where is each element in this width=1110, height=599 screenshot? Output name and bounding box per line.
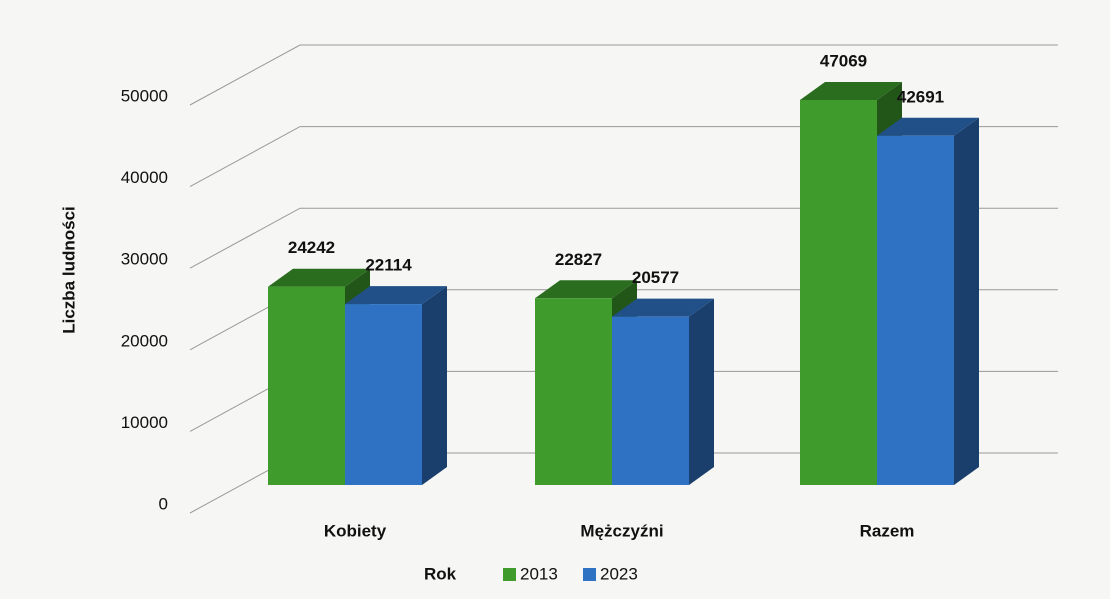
- x-tick-label: Kobiety: [324, 521, 387, 540]
- y-tick-label: 40000: [121, 168, 168, 187]
- bar: [877, 117, 979, 486]
- y-tick-label: 30000: [121, 250, 168, 269]
- bar-face: [345, 286, 447, 305]
- bar-face: [877, 117, 979, 136]
- legend-swatch: [583, 568, 596, 581]
- x-tick-label: Razem: [860, 521, 915, 540]
- legend-swatch: [503, 568, 516, 581]
- x-tick-label: Mężczyźni: [580, 521, 663, 540]
- bar-face: [535, 298, 612, 485]
- bar-face: [268, 268, 370, 287]
- bar: [345, 286, 447, 485]
- bar-face: [612, 316, 689, 485]
- y-tick-label: 0: [159, 494, 168, 513]
- bar-face: [689, 298, 714, 485]
- bar: [612, 298, 714, 485]
- bar-face: [345, 304, 422, 485]
- y-tick-label: 50000: [121, 86, 168, 105]
- value-label: 22114: [365, 256, 412, 275]
- legend-label: 2023: [600, 564, 638, 583]
- value-label: 20577: [632, 268, 679, 287]
- bar-face: [535, 280, 637, 299]
- legend-title: Rok: [424, 564, 457, 583]
- bar-face: [954, 117, 979, 485]
- y-axis-label: Liczba ludności: [59, 206, 78, 334]
- y-tick-label: 10000: [121, 413, 168, 432]
- y-tick-label: 20000: [121, 331, 168, 350]
- bar-face: [877, 135, 954, 486]
- bar-face: [800, 99, 877, 485]
- grid-line: [189, 44, 1058, 106]
- bar-face: [612, 298, 714, 317]
- legend-label: 2013: [520, 564, 558, 583]
- bar-face: [800, 81, 902, 100]
- bar-face: [422, 286, 447, 485]
- bar-face: [268, 286, 345, 485]
- value-label: 24242: [288, 238, 335, 257]
- value-label: 42691: [897, 87, 944, 106]
- value-label: 47069: [820, 51, 867, 70]
- value-label: 22827: [555, 250, 602, 269]
